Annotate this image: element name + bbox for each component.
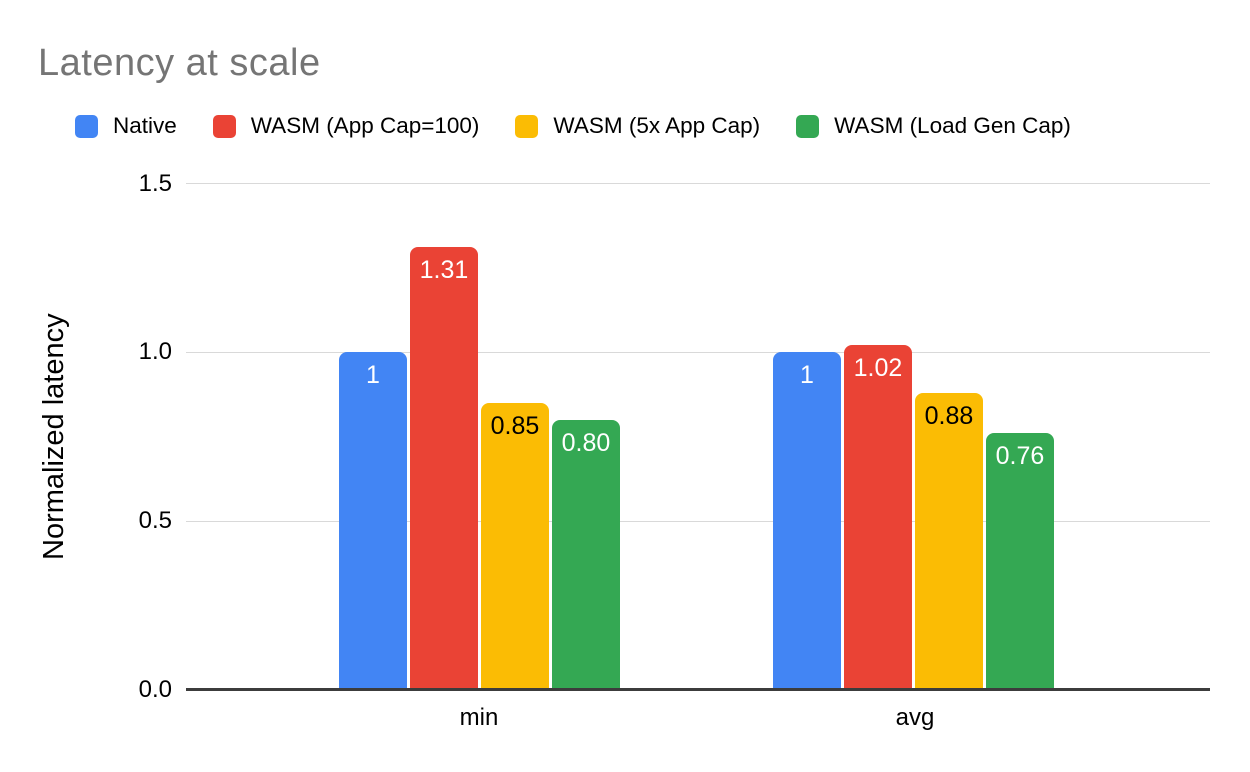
bar-min-wasm-5x-app-cap bbox=[481, 403, 549, 691]
legend-item-wasm-5x-app-cap: WASM (5x App Cap) bbox=[515, 113, 760, 139]
bar-value-label-min-wasm-app-cap-100: 1.31 bbox=[419, 256, 469, 284]
legend-item-wasm-app-cap-100: WASM (App Cap=100) bbox=[212, 113, 480, 139]
legend-label: Native bbox=[113, 113, 177, 138]
chart-title: Latency at scale bbox=[38, 42, 321, 84]
bar-avg-wasm-load-gen-cap bbox=[986, 433, 1054, 691]
gridline-1.0 bbox=[186, 352, 1210, 353]
bar-avg-native bbox=[773, 352, 841, 691]
y-tick-0.0: 0.0 bbox=[138, 676, 172, 703]
bar-value-label-avg-native: 1 bbox=[800, 361, 814, 389]
bar-min-wasm-app-cap-100 bbox=[410, 247, 478, 691]
bar-value-label-avg-wasm-load-gen-cap: 0.76 bbox=[995, 442, 1045, 470]
legend-swatch-wasm-load-gen-cap bbox=[796, 114, 820, 138]
bar-value-label-min-native: 1 bbox=[366, 361, 380, 389]
legend-label: WASM (App Cap=100) bbox=[250, 113, 480, 138]
bar-value-label-avg-wasm-app-cap-100: 1.02 bbox=[853, 354, 903, 382]
bar-value-label-min-wasm-load-gen-cap: 0.80 bbox=[561, 429, 611, 457]
bar-value-label-avg-wasm-5x-app-cap: 0.88 bbox=[924, 402, 974, 430]
y-tick-1.5: 1.5 bbox=[138, 170, 172, 197]
bar-avg-wasm-5x-app-cap bbox=[915, 393, 983, 691]
gridline-1.5 bbox=[186, 183, 1210, 184]
legend-label: WASM (Load Gen Cap) bbox=[834, 113, 1071, 138]
y-tick-0.5: 0.5 bbox=[138, 507, 172, 534]
legend-label: WASM (5x App Cap) bbox=[553, 113, 761, 138]
x-category-label-avg: avg bbox=[895, 704, 935, 731]
x-category-label-min: min bbox=[459, 704, 499, 731]
bar-min-wasm-load-gen-cap bbox=[552, 420, 620, 691]
x-axis-line bbox=[186, 688, 1210, 691]
legend-swatch-native bbox=[75, 114, 98, 138]
legend-item-native: Native bbox=[75, 113, 177, 139]
legend-swatch-wasm-app-cap-100 bbox=[212, 114, 236, 138]
bar-value-label-min-wasm-5x-app-cap: 0.85 bbox=[490, 412, 540, 440]
bar-min-native bbox=[339, 352, 407, 691]
legend-swatch-wasm-5x-app-cap bbox=[515, 114, 539, 138]
chart-legend: Native WASM (App Cap=100) WASM (5x App C… bbox=[75, 113, 1071, 139]
bar-avg-wasm-app-cap-100 bbox=[844, 345, 912, 691]
legend-item-wasm-load-gen-cap: WASM (Load Gen Cap) bbox=[796, 113, 1071, 139]
y-axis-title: Normalized latency bbox=[38, 313, 70, 560]
gridline-0.5 bbox=[186, 521, 1210, 522]
plot-area bbox=[186, 183, 1210, 690]
y-tick-1.0: 1.0 bbox=[138, 338, 172, 365]
